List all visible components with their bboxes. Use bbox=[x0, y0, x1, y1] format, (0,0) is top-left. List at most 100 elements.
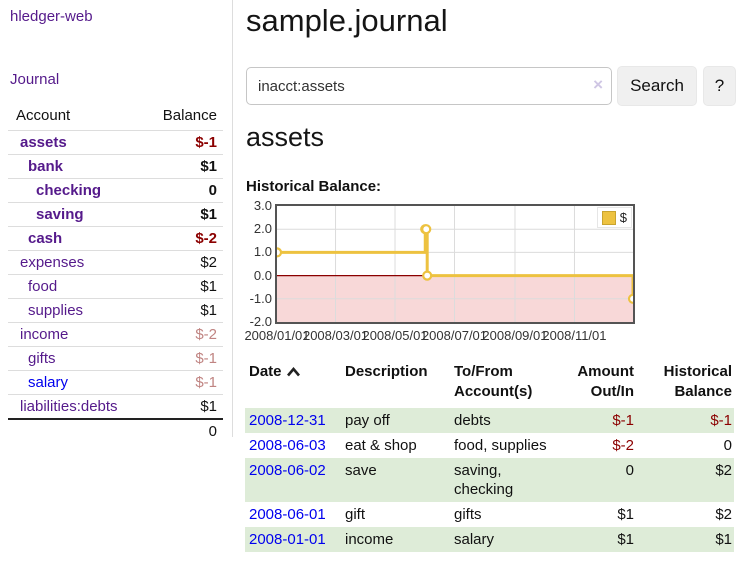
account-link-checking[interactable]: checking bbox=[36, 182, 101, 199]
account-link-cash[interactable]: cash bbox=[28, 230, 62, 247]
date-cell: 2008-06-03 bbox=[245, 433, 345, 458]
account-balance: 0 bbox=[147, 179, 223, 203]
transaction-date-link[interactable]: 2008-06-03 bbox=[249, 437, 326, 454]
x-axis-tick-label: 2008/11/01 bbox=[538, 328, 610, 343]
account-row: saving $1 bbox=[8, 203, 223, 227]
description-cell: pay off bbox=[345, 408, 454, 433]
y-axis-tick-label: -1.0 bbox=[246, 291, 272, 307]
historical-balance-chart: $ 3.02.01.00.0-1.0-2.02008/01/012008/03/… bbox=[246, 200, 742, 350]
y-axis-tick-label: 2.0 bbox=[246, 221, 272, 237]
account-balance: $-1 bbox=[147, 131, 223, 155]
balance-cell: 0 bbox=[640, 433, 734, 458]
accounts-cell: debts bbox=[454, 408, 558, 433]
account-row: supplies$1 bbox=[8, 299, 223, 323]
register-row: 2008-06-01giftgifts$1$2 bbox=[245, 502, 734, 527]
account-row: expenses $2 bbox=[8, 251, 223, 275]
account-name-cell: gifts bbox=[8, 347, 147, 371]
sidebar-item-journal[interactable]: Journal bbox=[10, 71, 59, 88]
account-link-gifts[interactable]: gifts bbox=[28, 350, 56, 367]
account-name-cell: food bbox=[8, 275, 147, 299]
accounts-total-spacer bbox=[8, 419, 147, 443]
register-row: 2008-06-02 savesaving, checking0$2 bbox=[245, 458, 734, 502]
register-row: 2008-01-01incomesalary$1$1 bbox=[245, 527, 734, 552]
chart-plot-area: $ bbox=[275, 204, 635, 324]
search-bar: × Search ? bbox=[246, 66, 736, 106]
accounts-total-value: 0 bbox=[147, 419, 223, 443]
amount-cell: 0 bbox=[558, 458, 640, 502]
account-link-food[interactable]: food bbox=[28, 278, 57, 295]
register-header-date[interactable]: Date bbox=[245, 360, 345, 408]
register-header-accounts: To/From Account(s) bbox=[454, 360, 558, 408]
amount-cell: $-1 bbox=[558, 408, 640, 433]
accounts-cell: gifts bbox=[454, 502, 558, 527]
account-link-supplies[interactable]: supplies bbox=[28, 302, 83, 319]
search-button[interactable]: Search bbox=[617, 66, 697, 106]
transaction-date-link[interactable]: 2008-12-31 bbox=[249, 412, 326, 429]
account-balance: $1 bbox=[147, 203, 223, 227]
chart-title: Historical Balance: bbox=[246, 178, 381, 195]
date-cell: 2008-01-01 bbox=[245, 527, 345, 552]
help-button[interactable]: ? bbox=[703, 66, 736, 106]
account-link-saving[interactable]: saving bbox=[36, 206, 84, 223]
y-axis-tick-label: 1.0 bbox=[246, 244, 272, 260]
app-title-link[interactable]: hledger-web bbox=[10, 8, 93, 25]
account-row: cash $-2 bbox=[8, 227, 223, 251]
search-input-wrap: × bbox=[246, 66, 612, 106]
account-row: liabilities:debts $1 bbox=[8, 395, 223, 420]
account-link-liabilities-debts[interactable]: liabilities:debts bbox=[20, 398, 118, 415]
transaction-date-link[interactable]: 2008-06-02 bbox=[249, 462, 326, 479]
accounts-cell: food, supplies bbox=[454, 433, 558, 458]
legend-swatch bbox=[602, 211, 616, 225]
account-name-cell: liabilities:debts bbox=[8, 395, 147, 420]
account-name-cell: salary bbox=[8, 371, 147, 395]
account-balance: $1 bbox=[147, 155, 223, 179]
account-row: bank $1 bbox=[8, 155, 223, 179]
date-cell: 2008-06-02 bbox=[245, 458, 345, 502]
search-input[interactable] bbox=[246, 67, 612, 105]
account-name-cell: checking bbox=[8, 179, 147, 203]
description-cell: eat & shop bbox=[345, 433, 454, 458]
register-row: 2008-06-03eat & shopfood, supplies$-20 bbox=[245, 433, 734, 458]
account-link-income[interactable]: income bbox=[20, 326, 68, 343]
account-name-cell: saving bbox=[8, 203, 147, 227]
accounts-header-balance: Balance bbox=[147, 104, 223, 131]
accounts-balance-table: Account Balance assets $-1 bank $1 checking 0… bbox=[8, 104, 223, 443]
account-row: food$1 bbox=[8, 275, 223, 299]
chart-plot-svg bbox=[277, 206, 633, 322]
balance-cell: $-1 bbox=[640, 408, 734, 433]
accounts-body: assets$-1bank$1checking0saving$1cash$-2e… bbox=[8, 131, 223, 420]
account-row: income$-2 bbox=[8, 323, 223, 347]
balance-cell: $1 bbox=[640, 527, 734, 552]
balance-cell: $2 bbox=[640, 458, 734, 502]
account-name-cell: expenses bbox=[8, 251, 147, 275]
account-link-salary[interactable]: salary bbox=[28, 374, 68, 391]
accounts-cell: saving, checking bbox=[454, 458, 558, 502]
description-cell: save bbox=[345, 458, 454, 502]
register-row: 2008-12-31pay offdebts$-1$-1 bbox=[245, 408, 734, 433]
accounts-total-row: 0 bbox=[8, 419, 223, 443]
account-balance: $1 bbox=[147, 395, 223, 420]
transaction-date-link[interactable]: 2008-01-01 bbox=[249, 531, 326, 548]
transaction-date-link[interactable]: 2008-06-01 bbox=[249, 506, 326, 523]
account-name-cell: assets bbox=[8, 131, 147, 155]
clear-search-icon[interactable]: × bbox=[593, 76, 603, 94]
account-balance: $-2 bbox=[147, 227, 223, 251]
description-cell: income bbox=[345, 527, 454, 552]
account-row: gifts $-1 bbox=[8, 347, 223, 371]
account-name-cell: bank bbox=[8, 155, 147, 179]
balance-cell: $2 bbox=[640, 502, 734, 527]
sort-ascending-icon bbox=[286, 367, 301, 377]
accounts-header-account: Account bbox=[8, 104, 147, 131]
account-balance: $-1 bbox=[147, 347, 223, 371]
account-name-cell: supplies bbox=[8, 299, 147, 323]
page-title: sample.journal bbox=[246, 2, 448, 40]
account-balance: $2 bbox=[147, 251, 223, 275]
chart-legend: $ bbox=[597, 207, 632, 228]
date-cell: 2008-06-01 bbox=[245, 502, 345, 527]
account-link-bank[interactable]: bank bbox=[28, 158, 63, 175]
register-header-balance: Historical Balance bbox=[640, 360, 734, 408]
amount-cell: $1 bbox=[558, 502, 640, 527]
account-link-expenses[interactable]: expenses bbox=[20, 254, 84, 271]
account-balance: $-1 bbox=[147, 371, 223, 395]
account-link-assets[interactable]: assets bbox=[20, 134, 67, 151]
